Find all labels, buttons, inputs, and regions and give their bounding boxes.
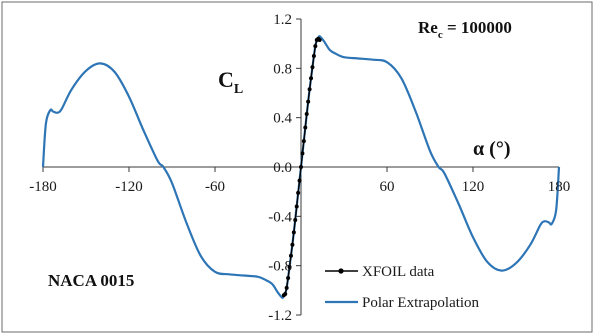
y-axis-title: CL [218,67,243,97]
xfoil-data-point [309,76,314,81]
xfoil-data-point [284,285,289,290]
airfoil-annotation: NACA 0015 [48,271,134,290]
legend-marker-xfoil [338,268,344,274]
y-tick-label: -0.4 [268,209,292,225]
y-tick-label: -1.2 [268,308,292,324]
xfoil-data-point [299,165,303,169]
x-axis-title: α (°) [473,138,510,160]
legend: XFOIL data Polar Extrapolation [325,264,480,311]
xfoil-data-point [311,54,316,58]
x-tick-label: -120 [115,179,143,195]
y-axis-title-subscript: L [234,82,243,97]
xfoil-data-point [293,218,298,223]
reynolds-annotation: Rec = 100000 [418,18,512,41]
x-tick-label: -180 [29,179,57,195]
xfoil-data-point [290,242,295,247]
xfoil-data-point [291,230,296,235]
series-layer [41,35,561,299]
xfoil-data-point [300,151,305,156]
legend-label-extrapolation: Polar Extrapolation [362,295,480,311]
reynolds-value: = 100000 [443,18,512,37]
xfoil-data-point [307,87,312,92]
xfoil-data-point [297,178,302,183]
xfoil-data-point [296,190,301,195]
xfoil-data-point [313,44,318,49]
xfoil-data-point [304,111,309,116]
x-tick-label: 120 [462,179,485,195]
y-tick-label: 0.8 [273,61,292,77]
y-tick-label: 0.0 [273,160,292,176]
x-tick-label: 180 [548,179,571,195]
xfoil-data-point [306,99,311,104]
xfoil-data-point [286,276,291,280]
x-tick-label: -60 [205,179,225,195]
legend-label-xfoil: XFOIL data [362,264,435,280]
xfoil-data-point [283,292,288,297]
x-tick-label: 60 [380,179,395,195]
xfoil-data-point [287,264,292,269]
xfoil-data-point [288,253,293,258]
y-tick-label: 0.4 [273,111,292,127]
xfoil-data-point [303,125,308,130]
y-tick-label: 1.2 [273,12,292,28]
labels-layer: -180 -120 -60 60 120 180 -1.2 -0.8 -0.4 0.0 0.4 0.8… [29,12,570,324]
y-tick-label: -0.8 [268,259,292,275]
xfoil-data-point [310,65,315,70]
xfoil-data-point [301,139,306,144]
xfoil-data-point [294,204,299,209]
xfoil-data-point [317,37,322,42]
reynolds-subscript: c [438,29,443,41]
